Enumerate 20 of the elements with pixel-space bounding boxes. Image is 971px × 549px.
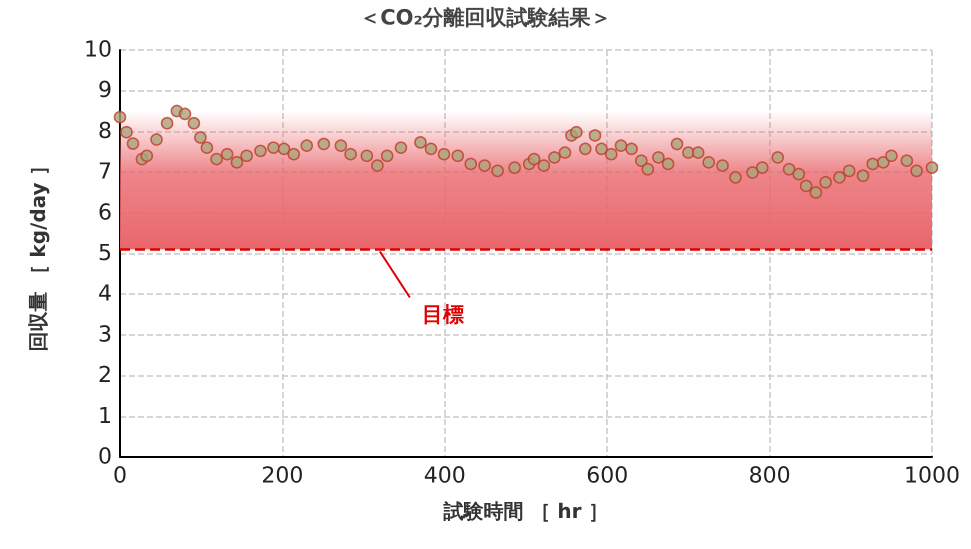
y-tick-label: 2 (98, 363, 112, 388)
y-tick-label: 4 (98, 282, 112, 307)
y-tick-label: 10 (84, 38, 112, 62)
y-axis-title: 回収量 ［ kg/day ］ (26, 155, 50, 352)
x-tick-label: 600 (586, 464, 628, 488)
x-tick-label: 800 (748, 464, 791, 488)
y-tick-label: 9 (98, 78, 112, 104)
y-tick-label: 1 (98, 404, 112, 429)
y-tick-label: 6 (98, 200, 112, 226)
y-tick-label: 5 (98, 241, 112, 266)
y-tick-label: 7 (98, 160, 112, 185)
y-tick-label: 3 (98, 322, 112, 348)
x-tick-label: 1000 (904, 464, 960, 488)
chart-title: ＜CO₂分離回収試験結果＞ (359, 6, 612, 30)
y-tick-label: 8 (98, 118, 112, 144)
x-tick-label: 200 (261, 464, 304, 488)
x-axis-title: 試験時間 ［ hr ］ (442, 499, 608, 523)
y-tick-label: 0 (98, 444, 112, 470)
x-tick-label: 400 (424, 464, 466, 488)
ref-line-label: 目標 (422, 302, 464, 326)
